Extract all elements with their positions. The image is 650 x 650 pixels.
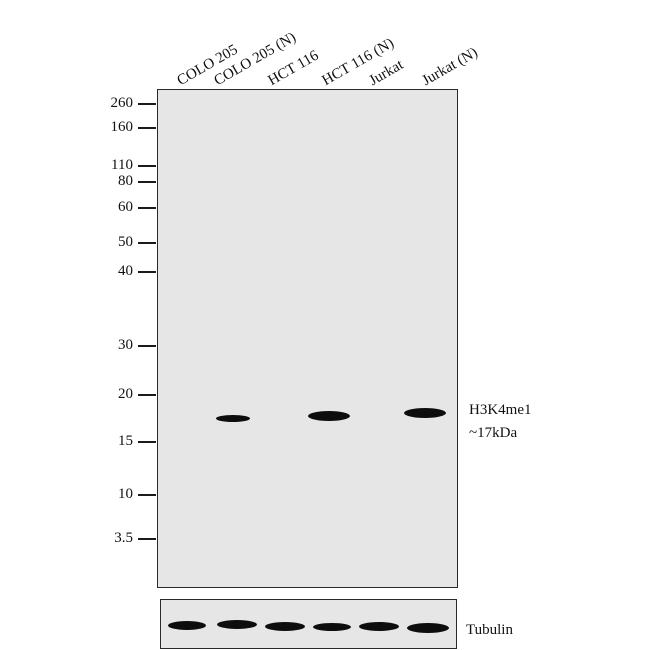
marker: 10 bbox=[100, 486, 158, 503]
marker-label: 10 bbox=[118, 486, 133, 502]
tubulin-band bbox=[407, 623, 449, 633]
tubulin-band bbox=[313, 623, 351, 631]
marker: 80 bbox=[100, 173, 158, 190]
marker-label: 15 bbox=[118, 433, 133, 449]
target-name-label: H3K4me1 bbox=[469, 402, 532, 418]
marker-label: 260 bbox=[110, 95, 134, 111]
marker-tick bbox=[138, 165, 156, 167]
blot-band bbox=[216, 415, 250, 422]
lane-label: Jurkat (N) bbox=[419, 44, 481, 90]
tubulin-band bbox=[217, 620, 257, 629]
marker-label: 30 bbox=[118, 337, 133, 353]
marker-tick bbox=[138, 538, 156, 540]
marker-label: 60 bbox=[118, 199, 133, 215]
marker: 160 bbox=[100, 119, 158, 136]
marker: 30 bbox=[100, 337, 158, 354]
marker-label: 80 bbox=[118, 173, 133, 189]
marker: 15 bbox=[100, 433, 158, 450]
marker: 60 bbox=[100, 199, 158, 216]
marker-tick bbox=[138, 242, 156, 244]
marker-tick bbox=[138, 181, 156, 183]
loading-control-label: Tubulin bbox=[466, 622, 513, 638]
tubulin-band bbox=[168, 621, 206, 630]
marker: 50 bbox=[100, 234, 158, 251]
marker-label: 40 bbox=[118, 263, 133, 279]
tubulin-band bbox=[359, 622, 399, 631]
blot-band bbox=[404, 408, 446, 418]
target-size-label: ~17kDa bbox=[469, 425, 518, 441]
marker-tick bbox=[138, 441, 156, 443]
marker-tick bbox=[138, 127, 156, 129]
marker-label: 3.5 bbox=[114, 530, 133, 546]
marker-tick bbox=[138, 271, 156, 273]
marker-tick bbox=[138, 394, 156, 396]
marker-tick bbox=[138, 345, 156, 347]
marker-label: 20 bbox=[118, 386, 133, 402]
marker-label: 160 bbox=[110, 119, 134, 135]
marker-tick bbox=[138, 103, 156, 105]
tubulin-band bbox=[265, 622, 305, 631]
marker: 40 bbox=[100, 263, 158, 280]
marker: 3.5 bbox=[100, 530, 158, 547]
marker-tick bbox=[138, 494, 156, 496]
marker: 20 bbox=[100, 386, 158, 403]
marker: 110 bbox=[100, 157, 158, 174]
main-blot-panel bbox=[157, 89, 458, 588]
loading-control-panel bbox=[160, 599, 457, 649]
marker-label: 110 bbox=[111, 157, 133, 173]
blot-band bbox=[308, 411, 350, 421]
marker-label: 50 bbox=[118, 234, 133, 250]
marker: 260 bbox=[100, 95, 158, 112]
marker-tick bbox=[138, 207, 156, 209]
